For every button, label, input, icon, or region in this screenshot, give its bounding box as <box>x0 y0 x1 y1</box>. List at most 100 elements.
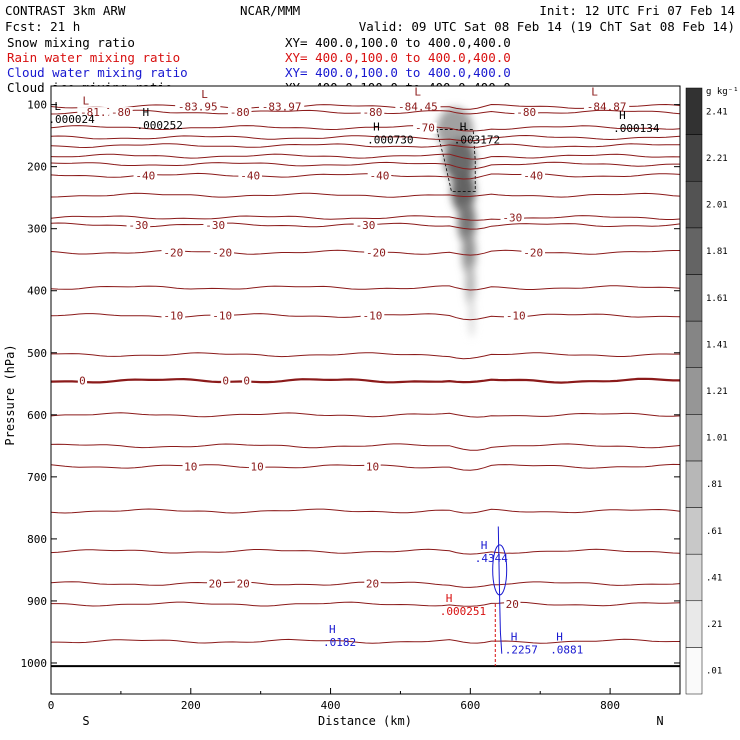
legend-field-name: Rain water mixing ratio <box>7 50 180 65</box>
isotherm-label-bg <box>500 212 525 224</box>
extremum-mark: H <box>329 623 336 636</box>
colorbar-cell <box>685 274 703 322</box>
colorbar-cell <box>685 553 703 602</box>
temperature-isotherm <box>51 443 680 451</box>
isotherm-label-bg <box>126 219 151 231</box>
legend-field-xy: XY= 400.0,100.0 to 400.0,400.0 <box>285 35 511 50</box>
isotherm-label-bg <box>367 170 392 182</box>
isotherm-label: 0 <box>243 375 250 388</box>
temperature-isotherm <box>51 412 680 418</box>
isotherm-label-bg <box>221 375 231 387</box>
legend-field-xy: XY= 400.0,100.0 to 400.0,400.0 <box>285 50 511 65</box>
extremum-value: .0881 <box>550 643 583 656</box>
y-tick-label: 500 <box>27 347 47 360</box>
isotherm-label: -20 <box>212 246 232 259</box>
isotherm-label-bg <box>353 219 378 231</box>
temperature-isotherm <box>51 548 680 555</box>
model-title: CONTRAST 3km ARW <box>5 3 126 18</box>
y-axis-label: Pressure (hPa) <box>3 344 17 445</box>
isotherm-label: 20 <box>209 578 222 591</box>
colorbar-label: .01 <box>706 667 722 677</box>
isotherm-label: -20 <box>366 246 386 259</box>
isotherm-label: 10 <box>251 460 264 473</box>
colorbar-cell <box>685 134 703 182</box>
x-tick-label: 200 <box>181 699 201 712</box>
isotherm-label: -83.97 <box>262 100 302 113</box>
plot-frame <box>50 85 681 695</box>
colorbar-cell <box>685 460 703 508</box>
colorbar-cell <box>685 87 703 135</box>
isotherm-label-bg <box>360 107 385 119</box>
isotherm-label-bg <box>133 170 158 182</box>
extremum-value: .000024 <box>48 113 95 126</box>
isotherm-label-bg <box>248 461 266 473</box>
x-tick-label: 0 <box>48 699 55 712</box>
colorbar-label: 1.21 <box>706 387 728 397</box>
extremum-mark: H <box>511 630 518 643</box>
isotherm-label: -40 <box>523 169 543 182</box>
extremum-mark: H <box>373 120 380 133</box>
ice-outline-contour <box>436 129 476 192</box>
isotherm-label-bg <box>364 461 381 473</box>
isotherm-label: -80 <box>363 106 383 119</box>
extremum-mark: H <box>142 106 149 119</box>
isotherm-label-bg <box>227 107 252 119</box>
isotherm-label-bg <box>77 107 123 119</box>
isotherm-label-bg <box>109 107 133 119</box>
isotherm-label-bg <box>175 101 221 113</box>
isotherm-label-bg <box>210 247 235 259</box>
colorbar-cell <box>685 507 703 555</box>
colorbar-label: .41 <box>706 573 722 583</box>
x-tick-label: 400 <box>321 699 341 712</box>
isotherm-label-bg <box>360 310 385 322</box>
plume-segment <box>468 293 475 338</box>
temperature-isotherm <box>51 125 680 132</box>
temperature-isotherm <box>51 352 680 360</box>
colorbar-label: 2.21 <box>706 154 728 164</box>
temperature-isotherm <box>51 143 680 149</box>
isotherm-label: -20 <box>163 246 183 259</box>
isotherm-label-bg <box>584 101 630 113</box>
isotherm-label: 0 <box>222 375 229 388</box>
colorbar-cell <box>685 414 703 462</box>
y-tick-label: 700 <box>27 471 47 484</box>
isotherm-label: -40 <box>370 169 390 182</box>
isotherm-label-bg <box>234 578 252 590</box>
isotherm-label-bg <box>413 122 437 134</box>
isotherm-label-bg <box>503 310 528 322</box>
isotherm-label-bg <box>364 578 381 590</box>
isotherm-label: -10 <box>506 310 526 323</box>
extremum-value: .000730 <box>367 133 413 146</box>
isotherm-label: 10 <box>366 460 379 473</box>
y-tick-label: 300 <box>27 223 47 236</box>
isotherm-label: -30 <box>356 219 376 232</box>
plume-segment <box>461 231 476 276</box>
temperature-isotherm <box>51 161 680 170</box>
y-tick-label: 600 <box>27 409 47 422</box>
temperature-isotherm <box>51 215 680 221</box>
colorbar-cell <box>685 180 703 229</box>
low-marker: L <box>591 85 598 98</box>
isotherm-label-bg <box>521 247 546 259</box>
isotherm-label-bg <box>210 310 235 322</box>
isotherm-label: 0 <box>79 375 86 388</box>
isotherm-label-bg <box>395 101 441 113</box>
y-tick-label: 1000 <box>21 657 48 670</box>
north-label: N <box>656 714 663 728</box>
colorbar-cell <box>685 320 703 368</box>
valid-time: Valid: 09 UTC Sat 08 Feb 14 (19 ChT Sat … <box>359 19 735 34</box>
cloud-water-core <box>492 544 508 596</box>
init-time: Init: 12 UTC Fri 07 Feb 14 <box>539 3 735 18</box>
low-marker: L <box>82 95 89 108</box>
x-tick-label: 600 <box>460 699 480 712</box>
colorbar-label: 1.61 <box>706 294 728 304</box>
temperature-isotherm <box>51 508 680 514</box>
colorbar-label: 2.41 <box>706 107 728 117</box>
isotherm-label: -40 <box>135 169 155 182</box>
isotherm-label: -83.95 <box>178 100 218 113</box>
isotherm-label: -30 <box>502 212 522 225</box>
isotherm-label: -80 <box>516 106 536 119</box>
isotherm-label-bg <box>514 107 539 119</box>
colorbar-cell <box>685 227 703 275</box>
